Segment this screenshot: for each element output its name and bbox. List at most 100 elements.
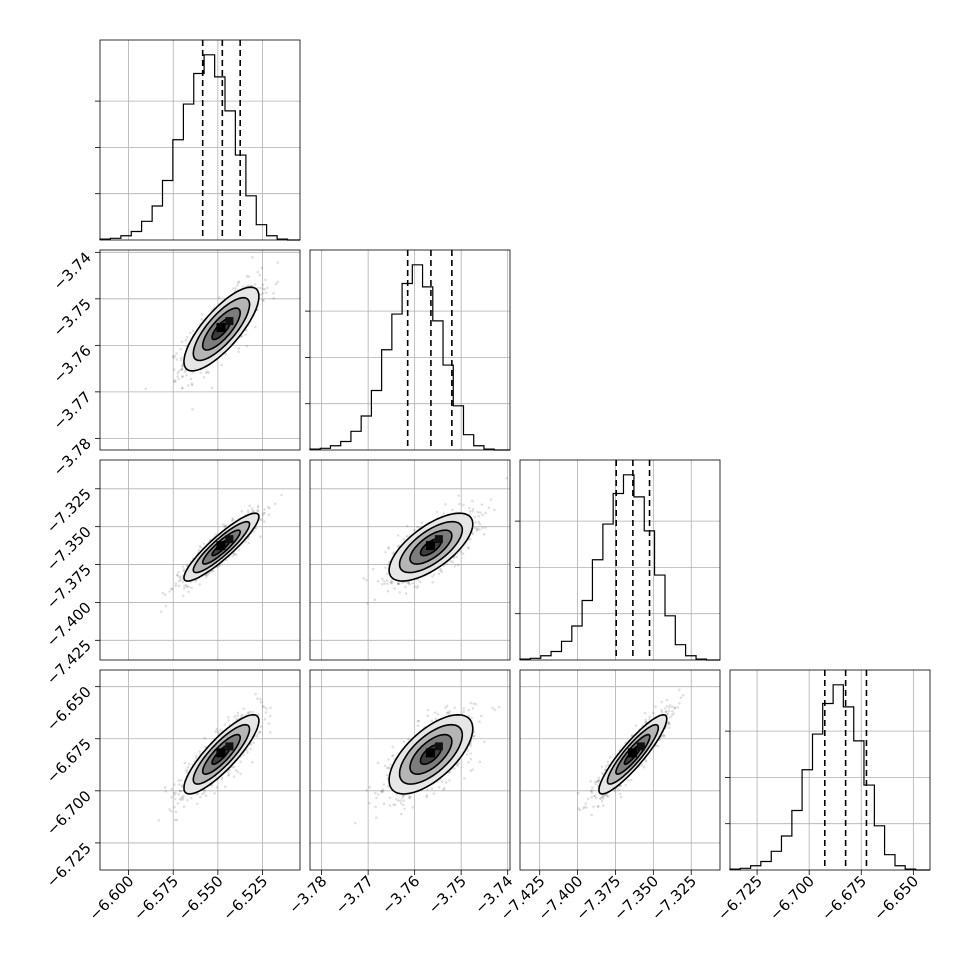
scatter-point <box>157 819 161 822</box>
scatter-point <box>393 587 397 590</box>
scatter-point <box>261 705 265 708</box>
scatter-point <box>602 804 605 807</box>
scatter-point <box>471 707 475 710</box>
panel-frame <box>309 669 511 871</box>
scatter-point <box>242 285 245 289</box>
scatter-point <box>176 574 179 577</box>
scatter-point <box>223 723 226 727</box>
scatter-point <box>181 594 185 598</box>
scatter-point <box>667 721 671 724</box>
scatter-point <box>183 584 186 587</box>
scatter-point <box>183 761 187 765</box>
scatter-point <box>469 701 473 705</box>
scatter-point <box>462 710 465 713</box>
scatter-point <box>251 760 254 764</box>
scatter-point <box>416 525 420 529</box>
contour-line <box>211 743 232 766</box>
scatter-point <box>232 775 236 778</box>
scatter-point <box>469 769 473 773</box>
scatter-point <box>177 584 181 588</box>
scatter-point <box>263 718 267 721</box>
scatter-point <box>190 586 193 589</box>
scatter-point <box>467 761 470 764</box>
scatter-point <box>173 354 177 358</box>
scatter-point <box>386 582 389 585</box>
scatter-point <box>274 502 277 506</box>
scatter-point <box>217 296 221 300</box>
scatter-point <box>242 753 245 757</box>
scatter-point <box>467 547 470 550</box>
scatter-point <box>247 712 250 715</box>
scatter-point <box>252 530 256 533</box>
scatter-point <box>462 707 466 710</box>
scatter-point <box>189 331 192 335</box>
scatter-point <box>402 803 405 807</box>
scatter-point <box>594 782 597 786</box>
scatter-point <box>269 731 272 734</box>
scatter-point <box>185 564 189 567</box>
scatter-point <box>437 785 441 789</box>
scatter-point <box>256 732 260 736</box>
scatter-point <box>432 573 436 576</box>
scatter-point <box>665 704 669 708</box>
scatter-point <box>180 368 184 371</box>
scatter-point <box>463 777 466 780</box>
scatter-point <box>231 765 234 769</box>
scatter-point <box>660 710 664 714</box>
scatter-point <box>274 282 278 286</box>
scatter-point <box>176 802 180 805</box>
scatter-point <box>256 697 259 700</box>
scatter-point <box>398 591 402 594</box>
scatter-point <box>383 764 387 768</box>
scatter-point <box>472 702 476 705</box>
scatter-point <box>399 799 402 802</box>
scatter-point <box>174 584 177 587</box>
scatter-point <box>439 567 442 571</box>
scatter-point <box>597 805 600 808</box>
scatter-point <box>240 715 243 718</box>
scatter-point <box>280 493 283 497</box>
scatter-point <box>178 575 181 578</box>
scatter-point <box>430 719 434 723</box>
scatter-point <box>471 532 475 536</box>
scatter-point <box>459 550 463 554</box>
scatter-point <box>484 526 487 529</box>
scatter-point <box>401 581 404 584</box>
scatter-point <box>237 347 241 350</box>
scatter-point <box>256 506 260 509</box>
scatter-point <box>227 774 230 777</box>
scatter-point <box>245 329 248 332</box>
scatter-point <box>385 766 389 770</box>
scatter-point <box>477 515 480 518</box>
scatter-point <box>248 710 252 714</box>
scatter-point <box>240 510 244 513</box>
scatter-point <box>466 546 470 549</box>
scatter-point <box>475 529 479 532</box>
scatter-point <box>181 375 184 379</box>
scatter-point <box>374 805 377 809</box>
scatter-point <box>362 577 366 580</box>
scatter-point <box>384 566 387 569</box>
scatter-point <box>236 284 239 287</box>
scatter-point <box>445 711 449 715</box>
scatter-point <box>180 367 184 370</box>
scatter-point <box>237 350 240 354</box>
density-peak <box>225 535 234 544</box>
contour-line <box>183 512 260 582</box>
hist-series-3 <box>729 684 930 871</box>
hist-panel-2 <box>515 459 721 661</box>
scatter-point <box>221 523 225 526</box>
scatter-point <box>260 518 263 521</box>
scatter-point <box>469 538 472 541</box>
scatter-point <box>668 704 672 707</box>
scatter-point <box>182 794 185 797</box>
scatter-point <box>401 796 404 799</box>
scatter-point <box>475 528 479 531</box>
scatter-point <box>173 380 176 383</box>
scatter-point <box>179 359 183 362</box>
scatter-point <box>242 707 245 710</box>
scatter-point <box>200 318 204 321</box>
scatter-point <box>263 705 266 709</box>
scatter-point <box>181 365 184 368</box>
